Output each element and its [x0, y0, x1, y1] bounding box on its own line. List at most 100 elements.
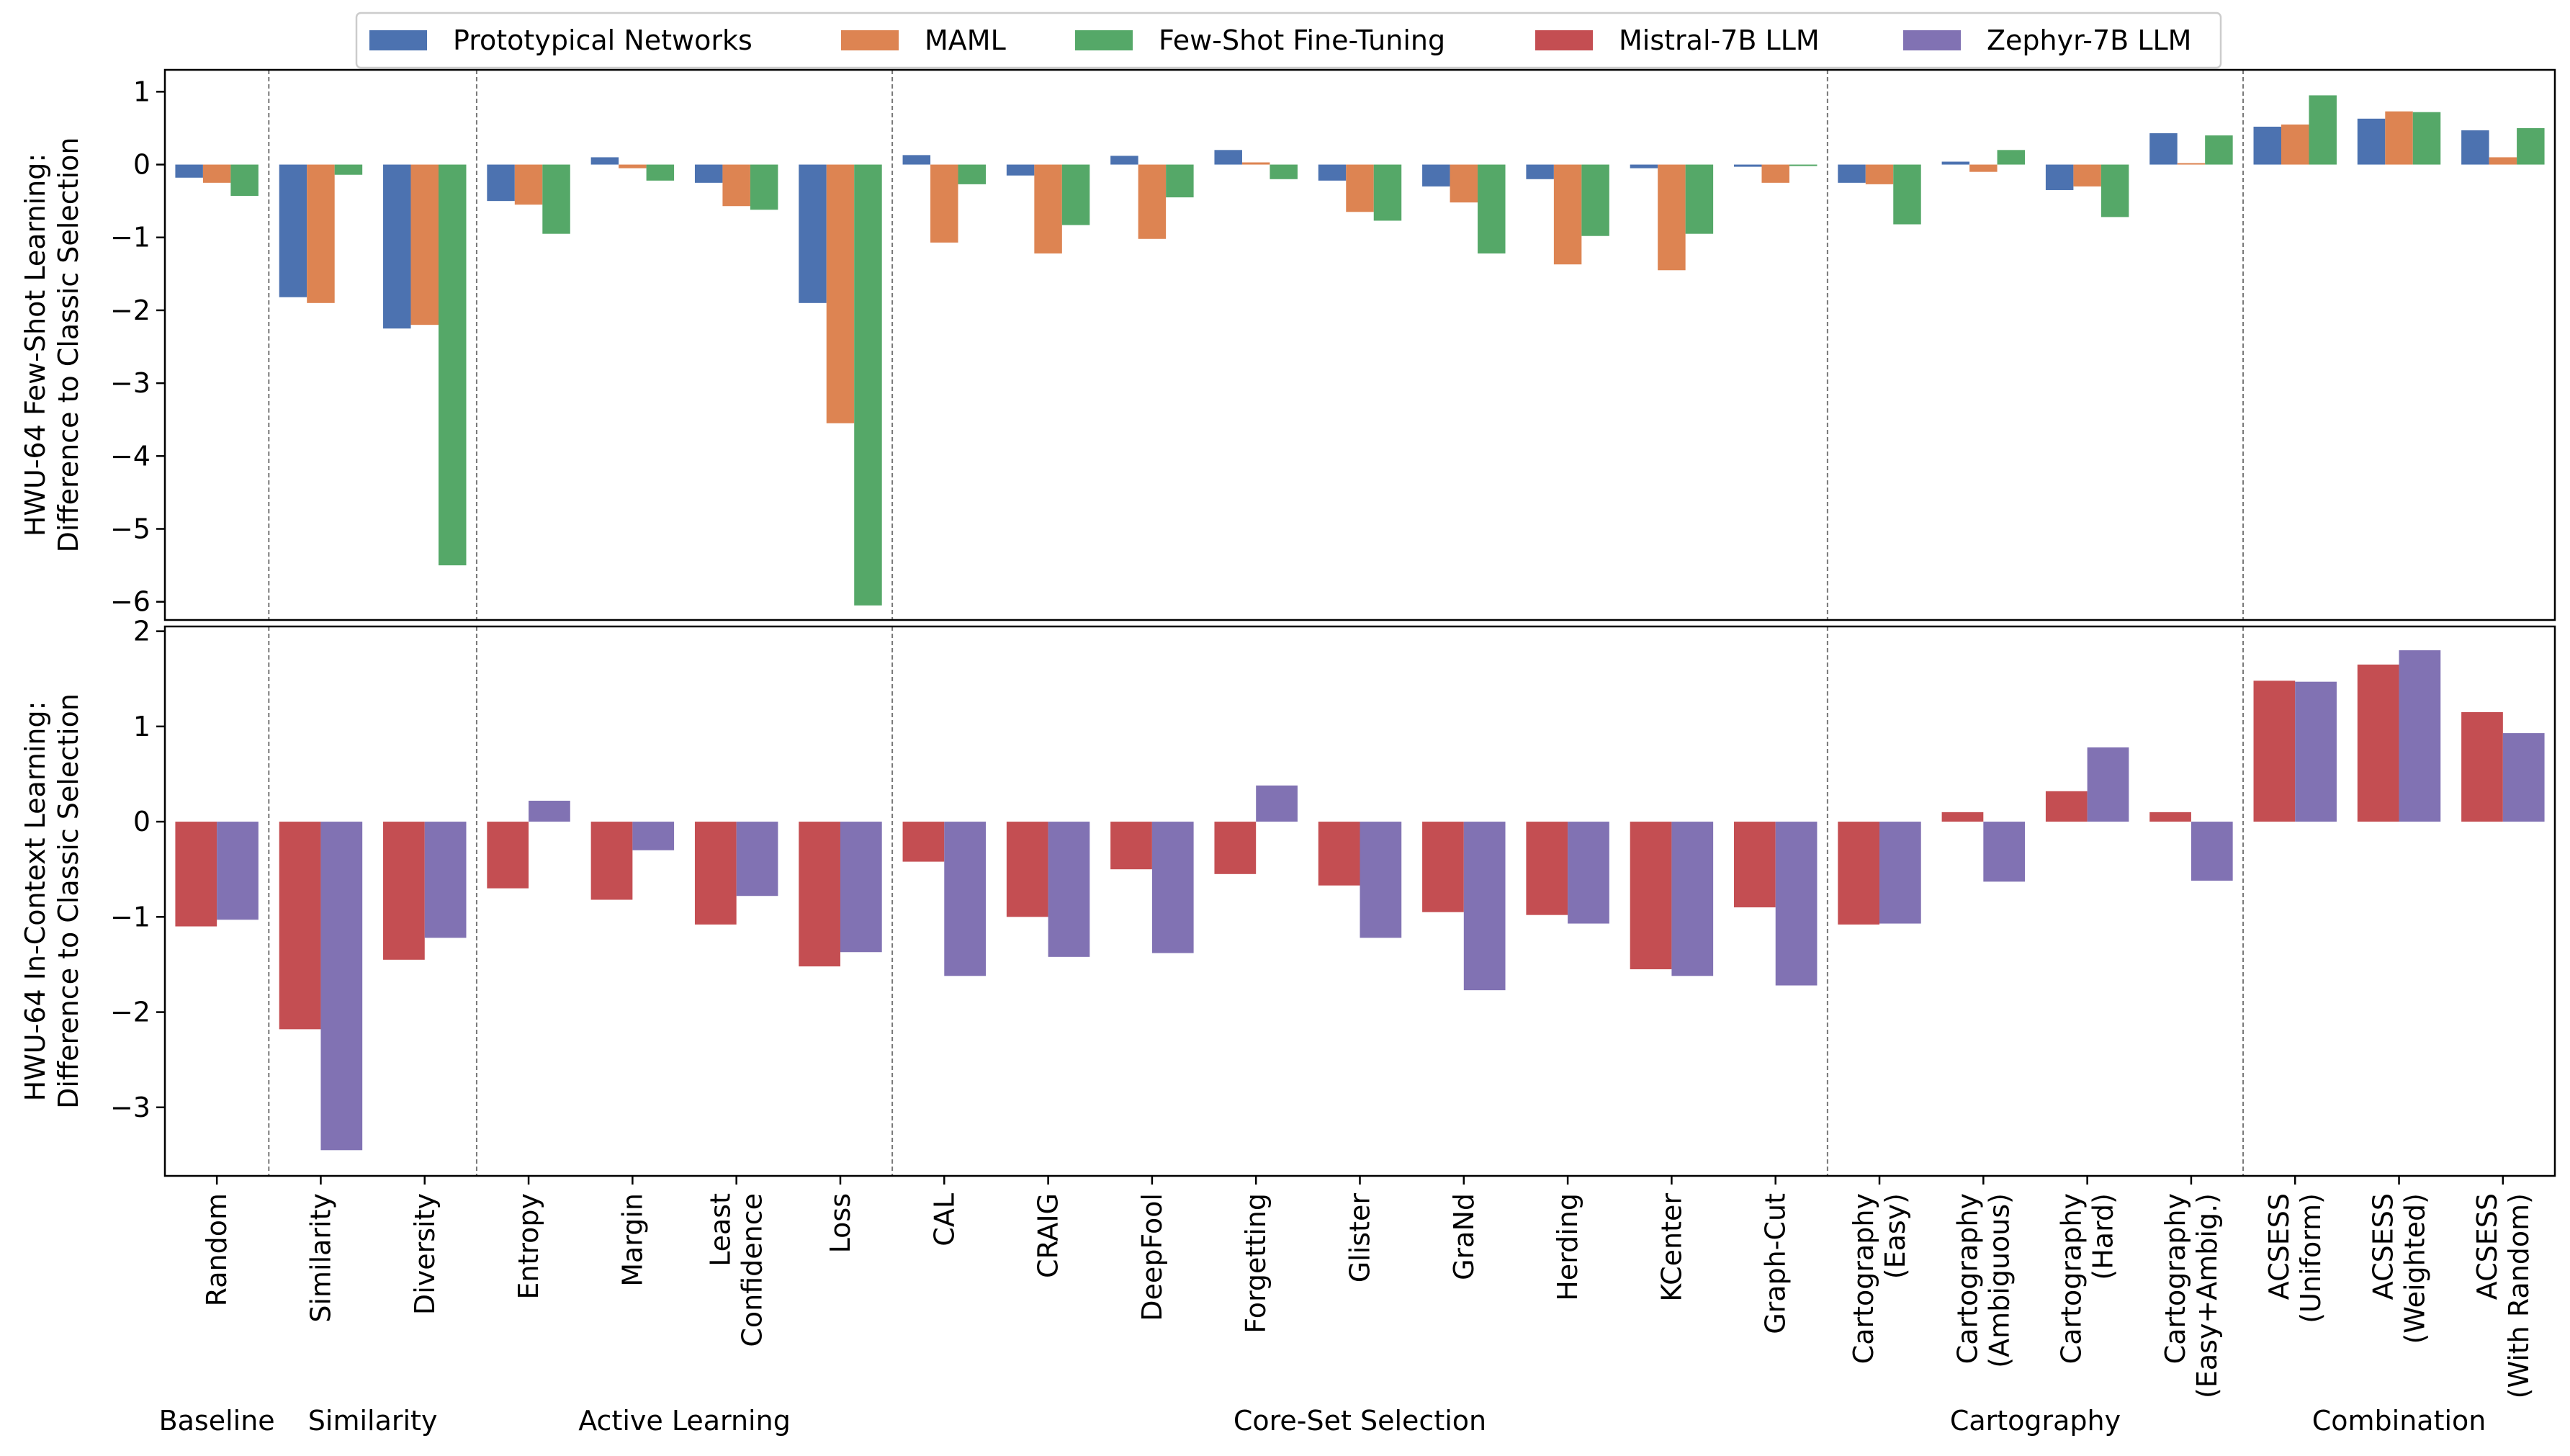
bar-few-shot-fine-tuning-forgetting	[1270, 164, 1298, 179]
bar-prototypical-networks-cartography-ambiguous	[1941, 161, 1970, 165]
bar-prototypical-networks-loss	[799, 164, 827, 303]
x-tick-label-least-confidence: LeastConfidence	[705, 1193, 768, 1347]
bar-zephyr-7b-llm-forgetting	[1256, 785, 1298, 822]
bar-mistral-7b-llm-forgetting	[1214, 822, 1257, 874]
bar-prototypical-networks-acsess-uniform	[2253, 126, 2281, 165]
bar-prototypical-networks-craig	[1006, 164, 1035, 176]
bar-maml-craig	[1034, 164, 1062, 253]
bar-few-shot-fine-tuning-craig	[1061, 164, 1090, 225]
x-tick-label-margin: Margin	[616, 1193, 648, 1287]
x-tick-label-cartography-easy: Cartography(Easy)	[1848, 1193, 1911, 1364]
legend-label-prototypical-networks: Prototypical Networks	[453, 24, 752, 56]
bar-mistral-7b-llm-graph-cut	[1734, 822, 1776, 908]
bar-zephyr-7b-llm-grand	[1463, 822, 1506, 991]
bar-few-shot-fine-tuning-herding	[1581, 164, 1609, 236]
bar-zephyr-7b-llm-cartography-ambiguous	[1983, 822, 2026, 882]
x-tick-label-herding: Herding	[1552, 1193, 1583, 1301]
bar-maml-cartography-easy	[1865, 164, 1894, 184]
bar-zephyr-7b-llm-craig	[1048, 822, 1090, 957]
bar-mistral-7b-llm-margin	[590, 822, 633, 900]
bar-prototypical-networks-grand	[1422, 164, 1450, 187]
bar-maml-diversity	[410, 164, 439, 325]
bar-mistral-7b-llm-entropy	[487, 822, 529, 889]
bar-mistral-7b-llm-cal	[902, 822, 945, 862]
bar-prototypical-networks-acsess-with-random	[2461, 130, 2489, 165]
x-tick-label-acsess-uniform: ACSESS(Uniform)	[2263, 1193, 2327, 1324]
bar-prototypical-networks-herding	[1526, 164, 1554, 179]
bar-few-shot-fine-tuning-least-confidence	[750, 164, 778, 210]
legend-swatch-few-shot-fine-tuning	[1075, 30, 1133, 50]
bar-mistral-7b-llm-acsess-weighted	[2357, 664, 2399, 822]
bar-prototypical-networks-deepfool	[1110, 156, 1138, 165]
bar-prototypical-networks-cartography-easy	[1838, 164, 1866, 183]
group-label-cartography: Cartography	[1950, 1405, 2121, 1437]
x-tick-label-loss: Loss	[825, 1193, 856, 1253]
x-tick-label-forgetting: Forgetting	[1240, 1193, 1272, 1334]
bar-prototypical-networks-least-confidence	[694, 164, 723, 183]
bar-zephyr-7b-llm-diversity	[424, 822, 467, 938]
bar-maml-margin	[619, 164, 647, 168]
bar-zephyr-7b-llm-graph-cut	[1775, 822, 1818, 986]
x-tick-label-acsess-with-random: ACSESS(With Random)	[2471, 1193, 2535, 1398]
legend-swatch-zephyr-7b-llm	[1903, 30, 1961, 50]
bar-prototypical-networks-glister	[1318, 164, 1347, 181]
group-label-similarity: Similarity	[308, 1405, 438, 1437]
bar-maml-kcenter	[1658, 164, 1686, 271]
bar-mistral-7b-llm-loss	[799, 822, 840, 967]
bar-few-shot-fine-tuning-random	[230, 164, 259, 197]
x-tick-label-grand: GraNd	[1448, 1193, 1480, 1280]
bar-maml-least-confidence	[722, 164, 750, 207]
bar-maml-deepfool	[1138, 164, 1167, 239]
bar-prototypical-networks-cartography-easy-ambig	[2149, 133, 2178, 165]
bar-prototypical-networks-similarity	[279, 164, 307, 297]
bar-few-shot-fine-tuning-graph-cut	[1789, 164, 1818, 166]
bar-maml-forgetting	[1241, 162, 1270, 165]
bar-mistral-7b-llm-kcenter	[1630, 822, 1672, 970]
x-tick-label-cal: CAL	[928, 1193, 960, 1246]
bar-few-shot-fine-tuning-cartography-ambiguous	[1997, 150, 2026, 165]
bar-few-shot-fine-tuning-acsess-weighted	[2412, 112, 2441, 165]
bar-zephyr-7b-llm-acsess-weighted	[2399, 650, 2441, 822]
bar-few-shot-fine-tuning-glister	[1373, 164, 1402, 221]
bar-zephyr-7b-llm-herding	[1568, 822, 1609, 924]
group-label-combination: Combination	[2312, 1405, 2486, 1437]
bar-zephyr-7b-llm-cartography-easy-ambig	[2191, 822, 2233, 881]
bar-maml-herding	[1553, 164, 1582, 265]
x-tick-label-random: Random	[201, 1193, 233, 1306]
bar-few-shot-fine-tuning-cartography-easy-ambig	[2205, 135, 2233, 165]
y-tick-label: 2	[133, 616, 150, 647]
bar-prototypical-networks-forgetting	[1214, 150, 1242, 165]
bar-maml-entropy	[514, 164, 543, 205]
bar-mistral-7b-llm-cartography-easy-ambig	[2149, 812, 2191, 822]
y-tick-label: −1	[110, 222, 150, 253]
bar-maml-loss	[826, 164, 855, 423]
bar-mistral-7b-llm-grand	[1422, 822, 1464, 912]
bar-mistral-7b-llm-cartography-easy	[1838, 822, 1880, 925]
bar-maml-graph-cut	[1761, 164, 1789, 183]
bar-few-shot-fine-tuning-loss	[854, 164, 882, 606]
bar-zephyr-7b-llm-margin	[632, 822, 675, 850]
bar-prototypical-networks-kcenter	[1630, 164, 1658, 168]
chart-legend: Prototypical Networks MAML Few-Shot Fine-T…	[355, 12, 2222, 69]
x-axis: Random Similarity Diversity Entropy Margin Le…	[201, 1176, 2535, 1398]
bar-zephyr-7b-llm-random	[217, 822, 259, 920]
x-tick-label-entropy: Entropy	[513, 1193, 544, 1300]
bar-mistral-7b-llm-acsess-with-random	[2461, 712, 2503, 822]
y-tick-label: −6	[110, 586, 150, 618]
bar-mistral-7b-llm-deepfool	[1110, 822, 1152, 870]
bar-prototypical-networks-graph-cut	[1734, 164, 1762, 167]
x-tick-label-diversity: Diversity	[409, 1193, 441, 1315]
x-tick-label-cartography-easy-ambig: Cartography(Easy+Ambig.)	[2160, 1193, 2223, 1398]
y-axis-label: HWU-64 In-Context Learning:Difference to…	[19, 693, 84, 1109]
bar-zephyr-7b-llm-deepfool	[1151, 822, 1194, 953]
bar-few-shot-fine-tuning-acsess-uniform	[2309, 95, 2337, 165]
bar-zephyr-7b-llm-kcenter	[1671, 822, 1714, 976]
bar-zephyr-7b-llm-loss	[840, 822, 882, 953]
legend-swatch-maml	[841, 30, 899, 50]
bar-zephyr-7b-llm-acsess-uniform	[2295, 681, 2337, 822]
bar-zephyr-7b-llm-cal	[944, 822, 986, 976]
y-tick-label: −2	[110, 295, 150, 326]
bar-mistral-7b-llm-least-confidence	[694, 822, 737, 925]
legend-label-mistral-7b-llm: Mistral-7B LLM	[1619, 24, 1820, 56]
bar-few-shot-fine-tuning-acsess-with-random	[2517, 127, 2545, 165]
